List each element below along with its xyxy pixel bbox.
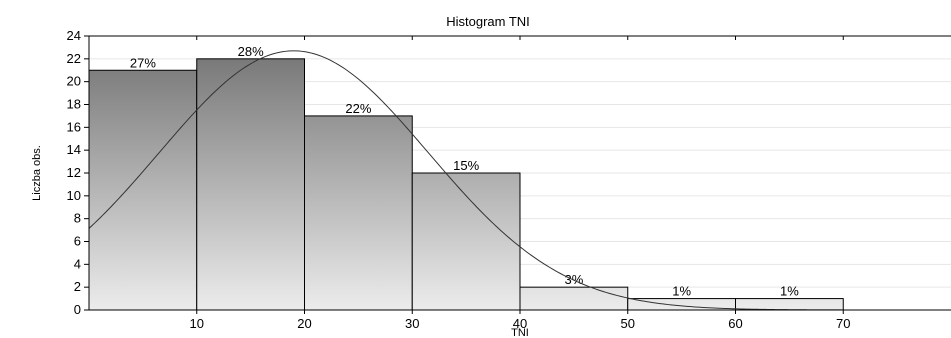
x-tick-label: 30 [405,316,419,331]
x-tick-label: 40 [513,316,527,331]
y-tick-label: 0 [74,302,81,317]
y-tick-label: 24 [67,28,81,43]
x-tick-label: 50 [621,316,635,331]
bar-percent-label: 28% [238,44,264,59]
x-axis-title: TNI [511,327,529,338]
histogram-bar [519,286,629,311]
bar-percent-label: 22% [345,101,371,116]
histogram-bar [735,298,844,311]
x-tick-label: 10 [190,316,204,331]
y-tick-label: 12 [67,165,81,180]
y-tick-label: 16 [67,119,81,134]
y-tick-label: 22 [67,51,81,66]
y-tick-label: 4 [74,256,81,271]
y-tick-label: 20 [67,74,81,89]
y-axis-title: Liczba obs. [31,145,43,201]
y-tick-label: 6 [74,234,81,249]
x-tick-label: 60 [728,316,742,331]
y-tick-label: 2 [74,279,81,294]
bar-percent-label: 27% [130,55,156,70]
y-tick-label: 8 [74,211,81,226]
histogram-bar [411,172,521,311]
x-tick-label: 20 [297,316,311,331]
bar-percent-label: 15% [453,158,479,173]
x-tick-labels-group: 10 20 30 40 50 60 70 [190,316,851,331]
axes-group [84,35,951,314]
histogram-bar [196,58,305,311]
histogram-bar [304,115,413,311]
bar-percent-label: 1% [780,284,799,299]
x-tick-label: 70 [836,316,850,331]
bar-percent-label: 1% [672,284,691,299]
y-tick-label: 18 [67,97,81,112]
histogram-bar [88,69,198,311]
bar-percent-label: 3% [564,272,583,287]
y-tick-label: 14 [67,142,81,157]
percent-labels-group: 27% 28% 22% 15% 3% 1% 1% [130,44,799,299]
chart-title: Histogram TNI [446,14,530,29]
y-tick-label: 10 [67,188,81,203]
bars-group [88,58,844,311]
